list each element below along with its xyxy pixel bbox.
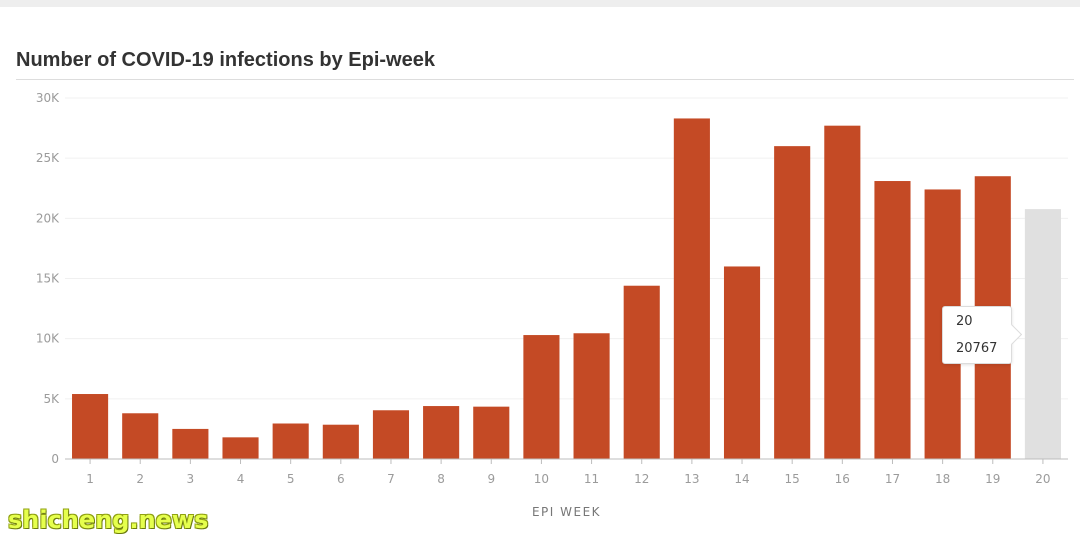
x-tick-label: 1: [86, 472, 94, 486]
x-tick-label: 13: [684, 472, 699, 486]
y-tick-label: 15K: [36, 272, 60, 286]
bar-week-3[interactable]: [172, 428, 209, 459]
bar-week-1[interactable]: [72, 394, 109, 459]
top-band: [0, 0, 1080, 7]
x-tick-label: 20: [1035, 472, 1050, 486]
x-tick-label: 16: [835, 472, 850, 486]
bar-week-17[interactable]: [874, 181, 911, 459]
x-tick-label: 8: [437, 472, 445, 486]
x-tick-label: 6: [337, 472, 345, 486]
bar-week-10[interactable]: [523, 335, 560, 459]
bar-week-14[interactable]: [723, 266, 761, 459]
chart-title: Number of COVID-19 infections by Epi-wee…: [16, 49, 435, 71]
x-tick-label: 19: [985, 472, 1000, 486]
y-tick-label: 20K: [36, 211, 60, 225]
bar-week-8[interactable]: [423, 406, 460, 459]
tooltip-category: 20: [956, 314, 973, 329]
y-tick-label: 25K: [36, 151, 60, 165]
gridlines: [65, 97, 1068, 400]
bar-week-7[interactable]: [372, 410, 410, 459]
bar-week-16[interactable]: [824, 125, 861, 459]
x-tick-label: 10: [534, 472, 549, 486]
y-axis-ticks: 0 5K 10K 15K 20K 25K 30K: [36, 91, 60, 466]
bar-week-2[interactable]: [122, 413, 159, 459]
bar-week-6[interactable]: [322, 424, 359, 459]
title-divider: [16, 79, 1074, 80]
x-tick-label: 4: [237, 472, 245, 486]
bar-week-9[interactable]: [473, 406, 510, 459]
x-tick-label: 17: [885, 472, 900, 486]
y-tick-label: 0: [51, 452, 59, 466]
bar-week-4[interactable]: [222, 437, 259, 459]
tooltip-value: 20767: [956, 341, 998, 356]
bar-week-12[interactable]: [623, 285, 660, 459]
y-tick-label: 30K: [36, 91, 60, 105]
x-axis-ticks: 1 2 3 4 5 6 7 8 9 10 11 12 13 14 15 16 17 18 19 20: [86, 459, 1051, 486]
x-tick-label: 15: [785, 472, 800, 486]
bar-week-5[interactable]: [272, 423, 309, 459]
bar-tooltip: 20 20767: [942, 306, 1023, 364]
x-tick-label: 18: [935, 472, 950, 486]
bar-week-13[interactable]: [673, 118, 710, 459]
x-tick-label: 5: [287, 472, 295, 486]
bar-week-20[interactable]: [1024, 209, 1061, 459]
bar-week-15[interactable]: [774, 146, 811, 459]
x-tick-label: 14: [734, 472, 749, 486]
y-tick-label: 10K: [36, 332, 60, 346]
y-tick-label: 5K: [43, 392, 60, 406]
watermark: shicheng.news: [8, 506, 209, 534]
x-tick-label: 2: [136, 472, 144, 486]
x-tick-label: 9: [487, 472, 495, 486]
bars: [72, 118, 1061, 459]
x-axis-title: EPI WEEK: [532, 505, 601, 519]
x-tick-label: 3: [187, 472, 195, 486]
x-tick-label: 11: [584, 472, 599, 486]
x-tick-label: 7: [387, 472, 395, 486]
bar-week-11[interactable]: [573, 333, 610, 459]
x-tick-label: 12: [634, 472, 649, 486]
